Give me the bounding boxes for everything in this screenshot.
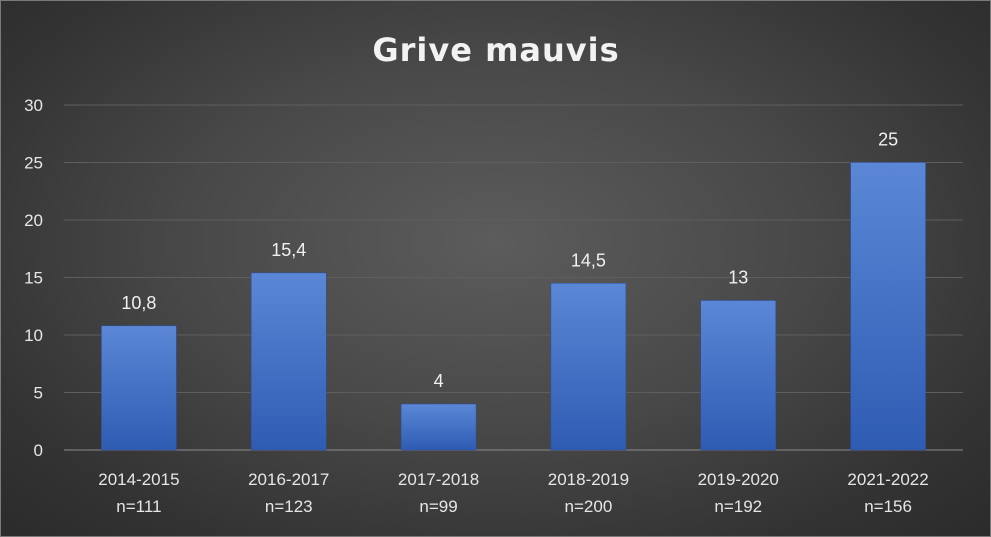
bar (101, 325, 177, 451)
x-tick-sample-size: n=200 (565, 497, 613, 516)
data-label: 10,8 (121, 293, 156, 313)
data-labels: 10,8 15,4 4 14,5 13 25 (121, 130, 898, 392)
x-tick-label: 2016-2017 (248, 470, 329, 489)
y-tick-label: 15 (24, 269, 43, 288)
x-tick-sample-size: n=123 (265, 497, 313, 516)
y-tick-label: 5 (34, 384, 43, 403)
data-label: 15,4 (271, 240, 306, 260)
x-tick-label: 2019-2020 (698, 470, 779, 489)
y-tick-label: 0 (34, 441, 43, 460)
x-tick-sample-size: n=111 (116, 497, 161, 516)
data-label: 13 (728, 268, 748, 288)
x-tick-label: 2021-2022 (847, 470, 928, 489)
data-label: 14,5 (571, 250, 606, 270)
bar (700, 300, 776, 451)
bars (101, 162, 926, 451)
bar (251, 272, 327, 451)
bar (550, 283, 627, 451)
x-tick-label: 2014-2015 (98, 470, 179, 489)
x-tick-label: 2018-2019 (548, 470, 629, 489)
y-tick-label: 20 (24, 211, 43, 230)
data-label: 25 (878, 130, 898, 150)
x-tick-sample-size: n=192 (714, 497, 762, 516)
y-tick-label: 25 (24, 154, 43, 173)
x-tick-label: 2017-2018 (398, 470, 479, 489)
bar (400, 403, 477, 451)
x-tick-sample-size: n=99 (419, 497, 457, 516)
y-axis-ticks: 0 5 10 15 20 25 30 (24, 96, 43, 460)
gridlines (64, 104, 963, 451)
y-tick-label: 10 (24, 326, 43, 345)
y-tick-label: 30 (24, 96, 43, 115)
chart-title: Grive mauvis (372, 31, 619, 69)
x-tick-sample-size: n=156 (864, 497, 912, 516)
bar (850, 162, 926, 451)
x-axis-ticks: 2014-2015 n=111 2016-2017 n=123 2017-2018 n=9… (98, 470, 928, 516)
data-label: 4 (434, 371, 444, 391)
